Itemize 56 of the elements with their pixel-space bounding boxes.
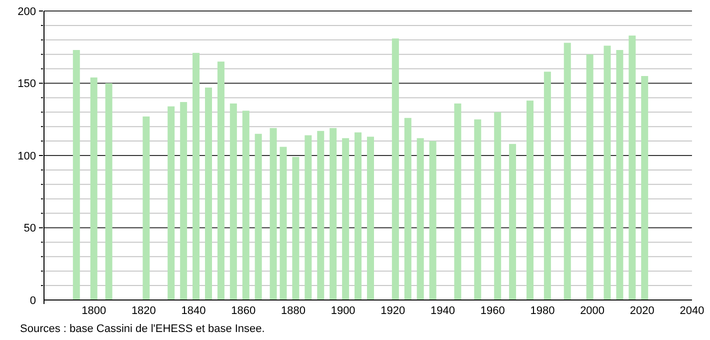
bar — [230, 103, 237, 300]
bar — [217, 62, 224, 300]
bar — [404, 118, 412, 300]
x-tick-label: 1800 — [82, 305, 106, 317]
bar — [429, 141, 436, 300]
y-tick-label: 150 — [18, 78, 36, 90]
bar — [142, 116, 150, 300]
x-tick-label: 2000 — [580, 305, 605, 317]
bar — [180, 102, 188, 300]
bar — [342, 138, 350, 300]
bar — [90, 77, 98, 300]
x-tick-label: 1860 — [231, 305, 256, 317]
bar — [586, 54, 594, 300]
y-tick-label: 0 — [30, 294, 36, 307]
y-tick-label: 200 — [18, 6, 36, 18]
bar — [509, 144, 516, 300]
bar — [628, 36, 636, 300]
bar — [416, 138, 424, 300]
source-note: Sources : base Cassini de l'EHESS et base Insee. — [20, 323, 265, 335]
bar — [616, 50, 624, 300]
x-tick-label: 1900 — [330, 305, 356, 317]
y-tick-label: 50 — [24, 222, 36, 235]
x-tick-label: 1960 — [480, 305, 505, 317]
bar — [168, 106, 175, 300]
y-tick-label: 100 — [18, 150, 36, 162]
bar — [564, 42, 571, 300]
bar — [292, 156, 300, 300]
bar — [526, 100, 534, 300]
bar — [494, 112, 502, 300]
bar — [105, 83, 112, 300]
bar — [392, 38, 399, 300]
x-tick-label: 1920 — [380, 305, 406, 317]
bar — [72, 50, 80, 300]
bar — [354, 132, 362, 300]
bar — [544, 72, 551, 300]
bar — [270, 128, 277, 300]
bar — [604, 46, 611, 300]
bar — [254, 134, 262, 300]
bar — [192, 52, 200, 300]
x-tick-label: 2020 — [630, 305, 654, 317]
x-tick-label: 1880 — [280, 305, 306, 317]
bar — [474, 119, 482, 300]
x-tick-label: 1980 — [530, 305, 555, 317]
x-tick-label: 2040 — [680, 305, 704, 317]
x-tick-label: 1820 — [131, 305, 156, 317]
bar — [330, 128, 337, 300]
bar — [242, 110, 250, 300]
bar — [204, 88, 212, 300]
bar — [366, 136, 374, 300]
x-tick-label: 1940 — [430, 305, 456, 317]
bar — [317, 130, 324, 300]
bar — [280, 146, 287, 300]
bar — [304, 135, 312, 300]
bar — [454, 103, 462, 300]
bar — [641, 76, 648, 300]
x-tick-label: 1840 — [181, 305, 206, 317]
